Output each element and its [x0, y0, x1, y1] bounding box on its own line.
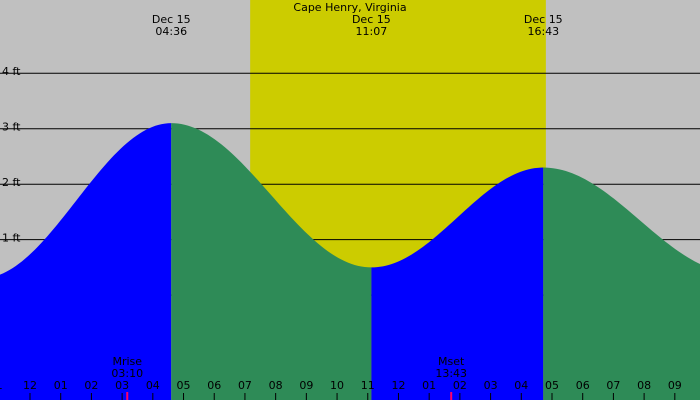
tide-rising	[0, 123, 172, 400]
x-tick-label: 06	[207, 379, 221, 392]
x-tick-label: 12	[23, 379, 37, 392]
tide-falling	[543, 167, 700, 400]
x-tick-label: 05	[177, 379, 191, 392]
tide-falling	[171, 123, 372, 400]
x-tick-label: 09	[299, 379, 313, 392]
moon-label: Mset	[438, 355, 465, 368]
y-tick-label: 3 ft	[2, 121, 21, 134]
x-tick-label: 01	[54, 379, 68, 392]
x-tick-label: 10	[330, 379, 344, 392]
event-time: 16:43	[527, 25, 559, 38]
x-tick-label: 03	[115, 379, 129, 392]
x-tick-label: 07	[606, 379, 620, 392]
x-tick-label: 02	[453, 379, 467, 392]
chart-title: Cape Henry, Virginia	[293, 1, 406, 14]
x-tick-label: 04	[514, 379, 528, 392]
x-tick-label: 06	[576, 379, 590, 392]
y-tick-label: 2 ft	[2, 176, 21, 189]
x-tick-label: 01	[422, 379, 436, 392]
x-tick-label: 12	[391, 379, 405, 392]
x-tick-label: 11	[361, 379, 375, 392]
x-tick-label: 08	[637, 379, 651, 392]
moon-label: Mrise	[112, 355, 142, 368]
x-tick-label: 1	[0, 379, 3, 392]
moon-time: 13:43	[435, 367, 467, 380]
x-tick-label: 05	[545, 379, 559, 392]
event-time: 11:07	[356, 25, 388, 38]
y-tick-label: 1 ft	[2, 232, 21, 245]
x-tick-label: 08	[269, 379, 283, 392]
y-tick-label: 4 ft	[2, 65, 21, 78]
x-tick-label: 04	[146, 379, 160, 392]
event-time: 04:36	[155, 25, 187, 38]
event-date: Dec 15	[152, 13, 191, 26]
x-tick-label: 07	[238, 379, 252, 392]
x-tick-label: 03	[484, 379, 498, 392]
event-date: Dec 15	[524, 13, 563, 26]
x-tick-label: 02	[84, 379, 98, 392]
moon-time: 03:10	[111, 367, 143, 380]
x-tick-label: 09	[668, 379, 682, 392]
tide-rising	[371, 167, 544, 400]
event-date: Dec 15	[352, 13, 391, 26]
